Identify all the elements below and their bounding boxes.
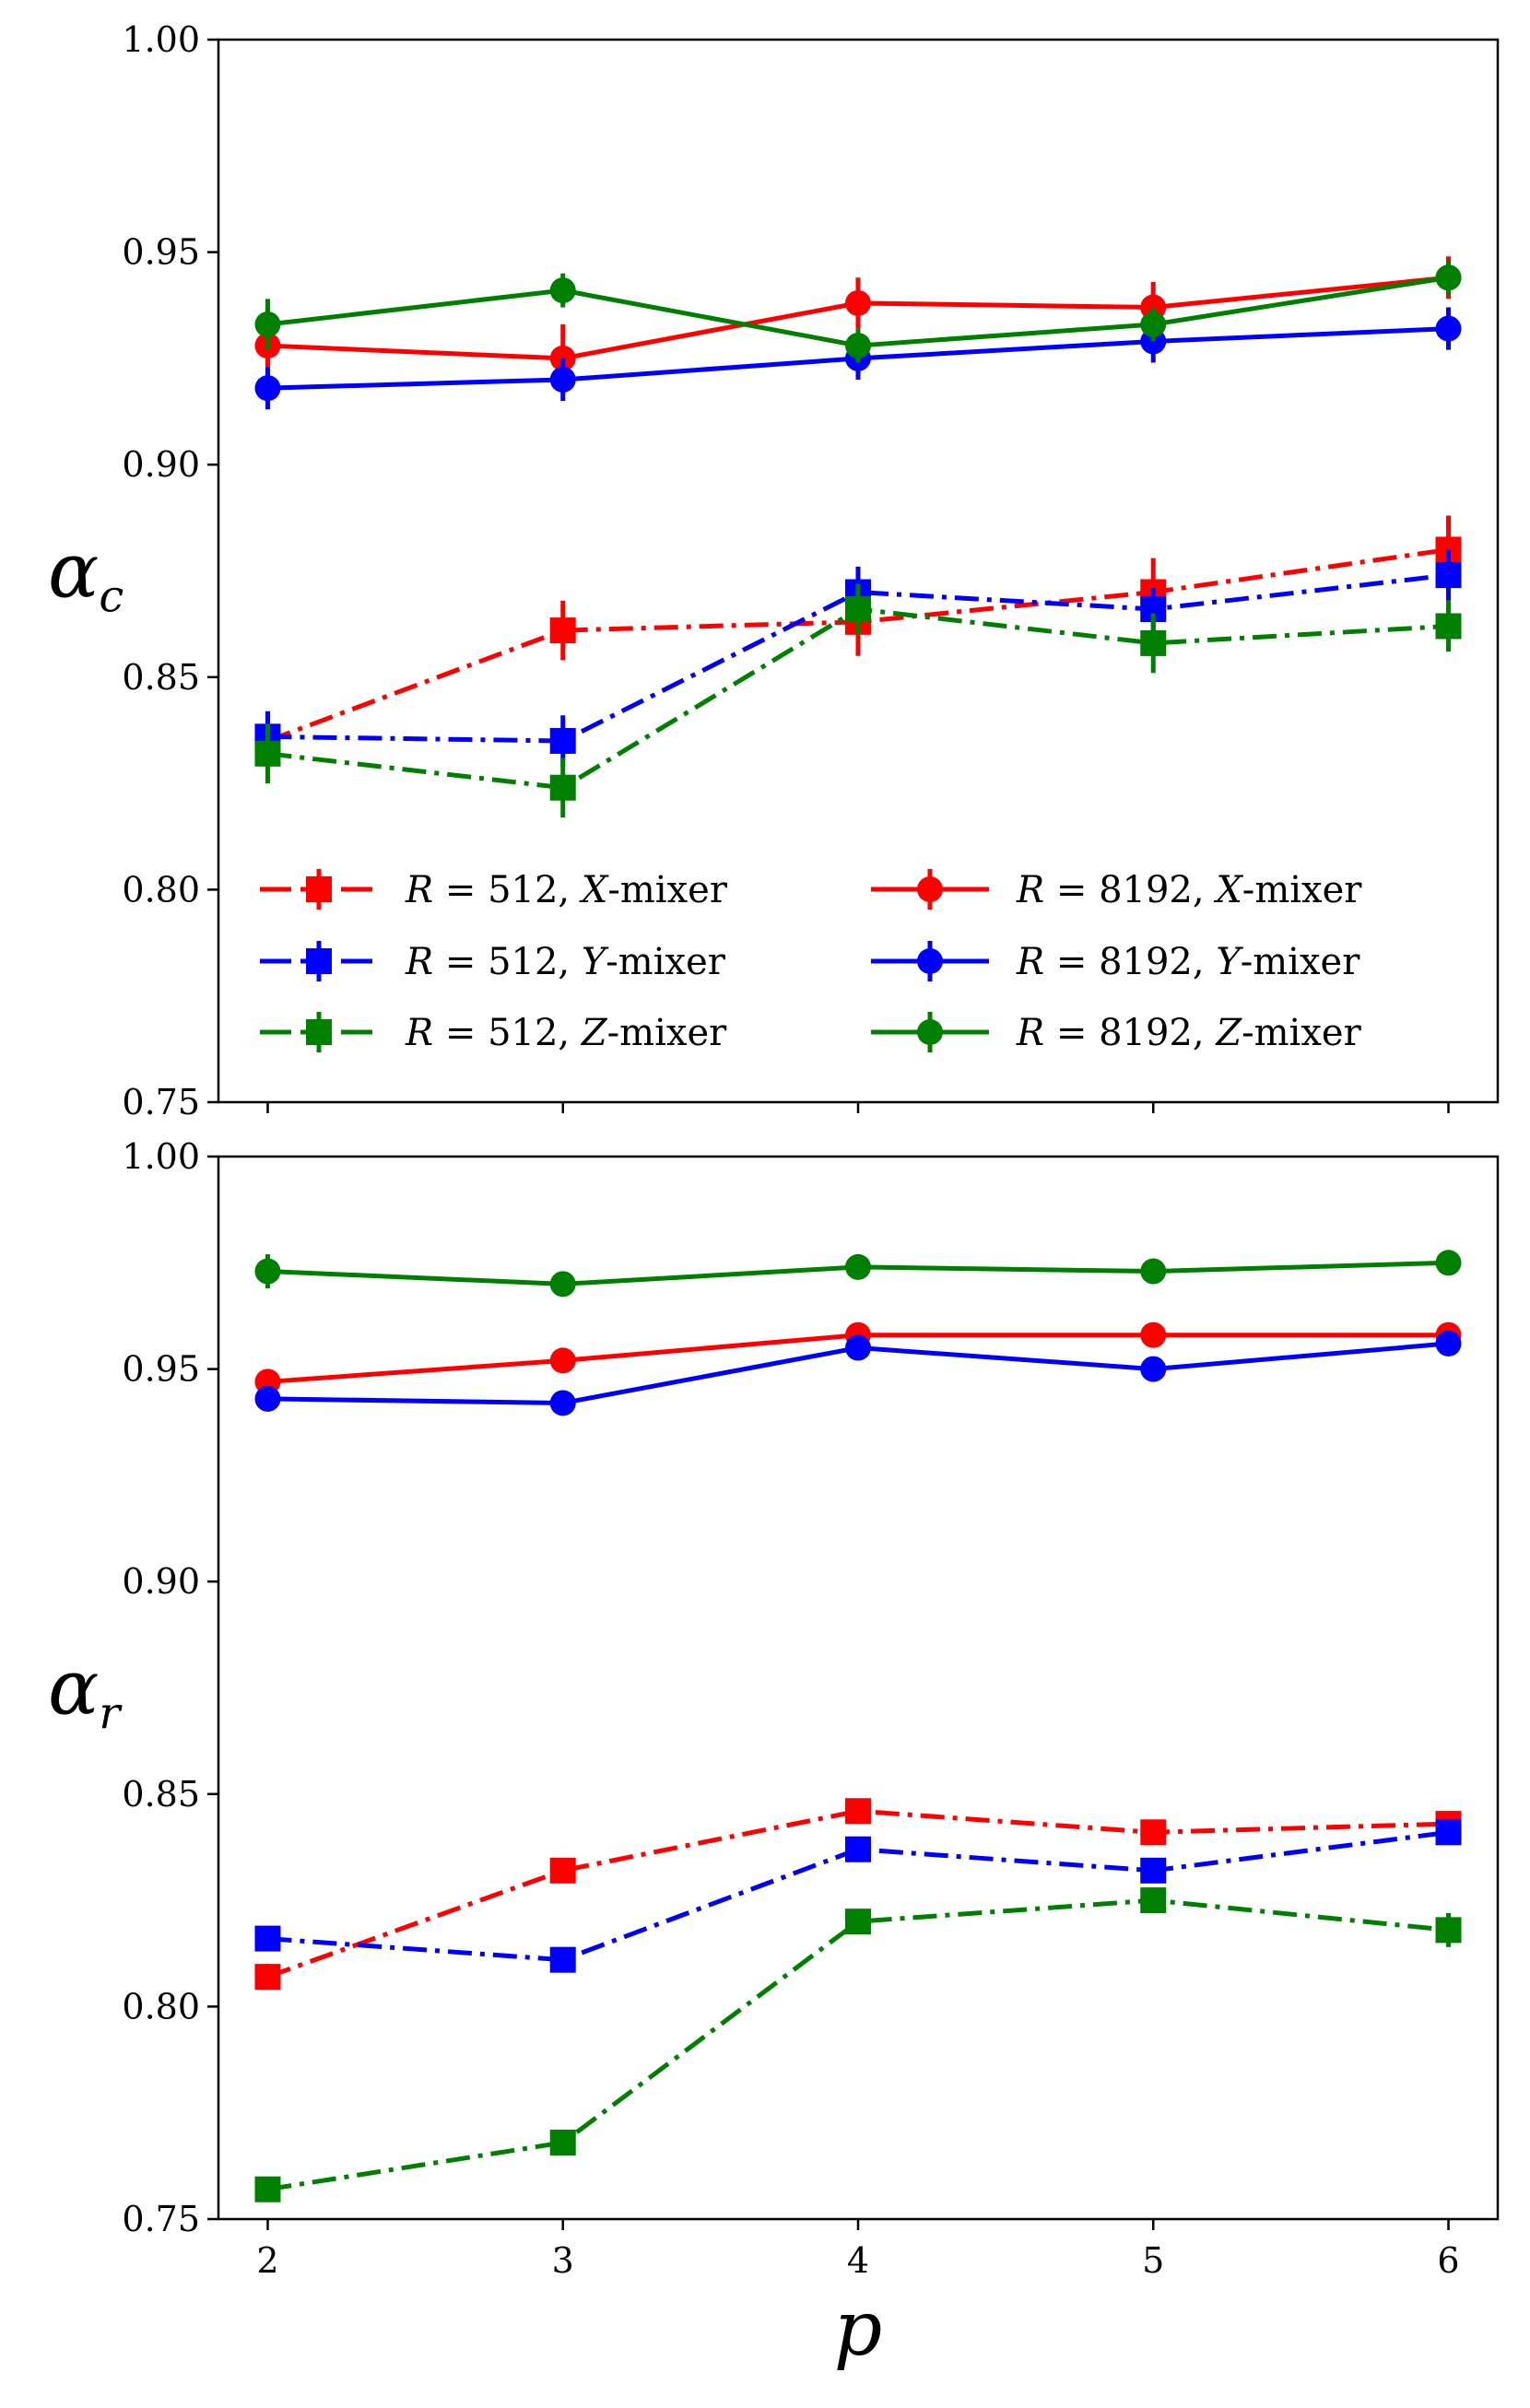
data-point (549, 366, 576, 393)
series-r-512-x-mixer (254, 1798, 1462, 1991)
legend-marker (306, 1019, 332, 1045)
x-tick-label: 6 (1437, 2240, 1459, 2281)
legend-item: R = 512, Z-mixer (260, 1012, 727, 1054)
legend-marker (306, 948, 332, 974)
data-point (1435, 1330, 1462, 1357)
data-point (1435, 1250, 1462, 1276)
data-point (1435, 562, 1462, 589)
data-point (549, 277, 576, 304)
legend-label: R = 512, X-mixer (405, 869, 728, 911)
data-point (845, 1334, 871, 1361)
data-point (254, 1964, 281, 1991)
series-line (267, 1829, 1449, 1963)
legend-marker (917, 1019, 943, 1045)
series-r-512-z-mixer (254, 1887, 1462, 2202)
data-point (549, 727, 576, 754)
data-point (1435, 1917, 1462, 1944)
series-r-8192-z-mixer (254, 1250, 1462, 1298)
y-axis-label: αr (48, 1645, 123, 1740)
data-point (1435, 315, 1462, 342)
x-tick-label: 5 (1142, 2240, 1164, 2281)
data-point (1435, 613, 1462, 640)
series-r-512-z-mixer (254, 583, 1462, 817)
y-tick-label: 0.75 (122, 2199, 200, 2239)
y-tick-label: 0.85 (122, 1774, 200, 1815)
data-point (1435, 1819, 1462, 1846)
legend-item: R = 8192, Y-mixer (871, 941, 1360, 983)
data-point (845, 1836, 871, 1862)
data-point (254, 740, 281, 767)
legend-item: R = 512, X-mixer (260, 869, 728, 911)
legend: R = 512, X-mixer R = 512, Y-mixer R = 512,… (260, 869, 1362, 1054)
y-tick-label: 0.95 (122, 1349, 200, 1390)
data-point (254, 311, 281, 338)
series-line (267, 572, 1449, 744)
data-point (1140, 1887, 1167, 1914)
series-line (267, 1897, 1449, 2192)
data-point (549, 1857, 576, 1884)
y-tick-label: 0.85 (122, 657, 200, 698)
data-point (1140, 1819, 1167, 1846)
y-tick-label: 0.80 (122, 1986, 200, 2026)
y-tick-label: 0.75 (122, 1082, 200, 1122)
data-point (1140, 629, 1167, 656)
y-tick-label: 0.80 (122, 869, 200, 910)
x-axis-label: p (834, 2285, 883, 2373)
x-tick-label: 2 (256, 2240, 278, 2281)
data-point (549, 1946, 576, 1973)
legend-item: R = 8192, Z-mixer (871, 1012, 1362, 1054)
chart-panel-top: 0.75 0.80 0.85 0.90 0.95 1.00 αc R = 512, X-mix… (48, 19, 1500, 1122)
data-point (549, 1347, 576, 1374)
legend-label: R = 8192, Y-mixer (1016, 941, 1360, 983)
data-point (254, 1925, 281, 1952)
y-tick-label: 0.90 (122, 1561, 200, 1602)
chart-panel-bottom: 0.75 0.80 0.85 0.90 0.95 1.00 2 3 4 5 6 αr p (48, 1136, 1500, 2373)
data-point (845, 596, 871, 623)
y-axis-label: αc (48, 528, 124, 623)
legend-item: R = 8192, X-mixer (871, 869, 1362, 911)
data-point (845, 1798, 871, 1825)
data-point (1140, 311, 1167, 338)
data-point (845, 1909, 871, 1935)
legend-marker (917, 948, 943, 974)
data-point (549, 2129, 576, 2155)
data-point (254, 2176, 281, 2202)
data-point (1140, 1321, 1167, 1348)
legend-label: R = 512, Y-mixer (405, 941, 726, 983)
series-r-512-y-mixer (254, 1819, 1462, 1973)
data-point (549, 617, 576, 644)
legend-marker (306, 876, 332, 902)
y-tick-label: 1.00 (122, 19, 200, 60)
series-r-8192-z-mixer (254, 260, 1462, 363)
data-point (549, 1390, 576, 1416)
y-tick-label: 1.00 (122, 1136, 200, 1177)
legend-label: R = 8192, Z-mixer (1016, 1012, 1362, 1054)
data-point (549, 1271, 576, 1298)
data-point (254, 1385, 281, 1412)
series-r-8192-y-mixer (254, 1330, 1462, 1416)
data-point (845, 289, 871, 316)
legend-label: R = 512, Z-mixer (405, 1012, 727, 1054)
data-point (1140, 1857, 1167, 1884)
data-point (845, 1253, 871, 1280)
data-point (845, 333, 871, 359)
y-tick-label: 0.95 (122, 232, 200, 273)
legend-marker (917, 876, 943, 902)
data-point (1140, 1258, 1167, 1285)
plot-frame (217, 1155, 1500, 2221)
legend-item: R = 512, Y-mixer (260, 941, 726, 983)
series-r-512-y-mixer (254, 549, 1462, 767)
data-point (549, 774, 576, 801)
x-tick-label: 4 (847, 2240, 869, 2281)
series-r-512-x-mixer (254, 515, 1462, 758)
y-tick-label: 0.90 (122, 444, 200, 485)
series-line (266, 1808, 1449, 1979)
x-tick-label: 3 (552, 2240, 574, 2281)
data-point (1435, 264, 1462, 291)
data-point (1140, 1356, 1167, 1382)
data-point (254, 375, 281, 402)
legend-label: R = 8192, X-mixer (1016, 869, 1362, 911)
data-point (254, 1258, 281, 1285)
